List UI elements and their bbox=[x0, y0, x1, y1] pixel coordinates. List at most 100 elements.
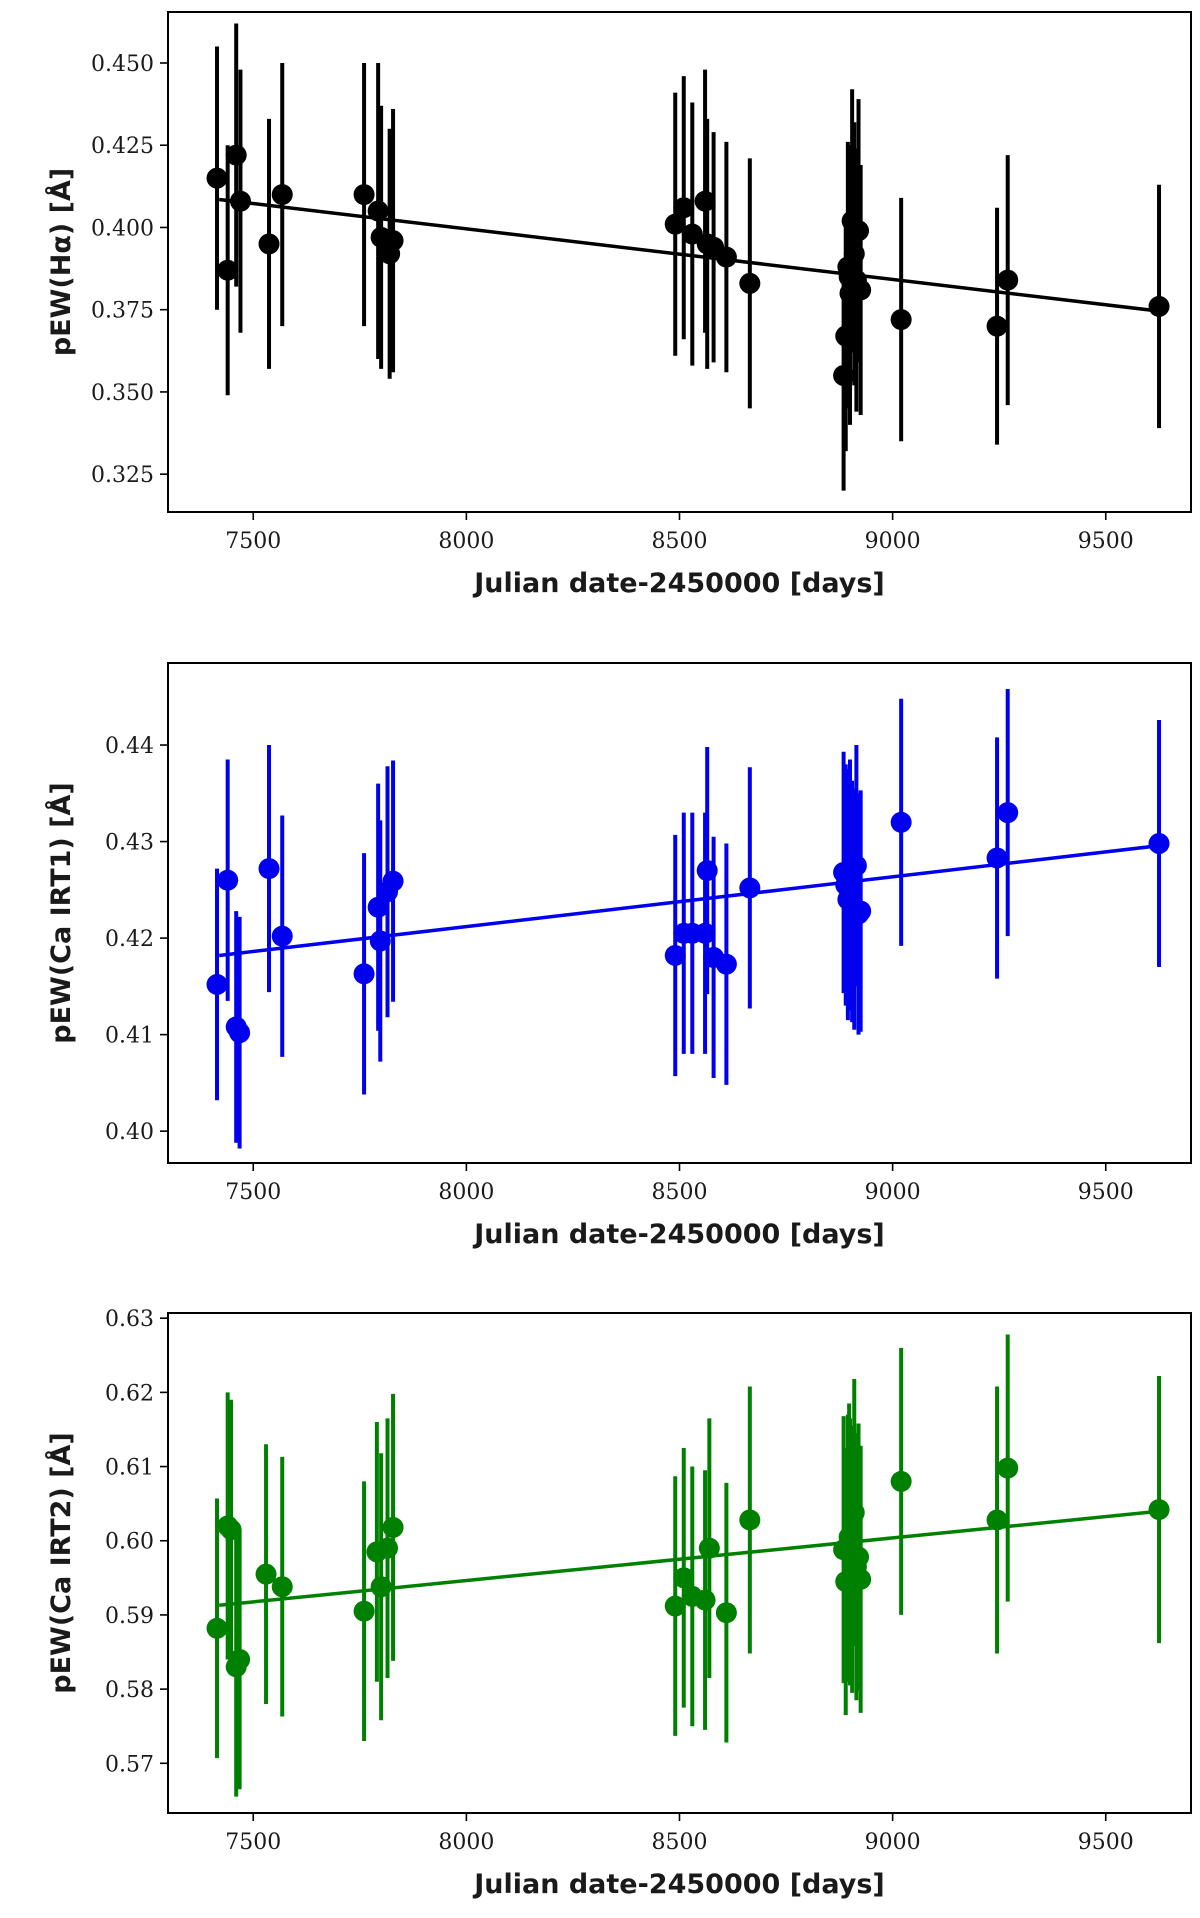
data-point bbox=[835, 325, 857, 347]
y-tick-label: 0.325 bbox=[91, 463, 154, 488]
data-point bbox=[890, 811, 912, 833]
x-tick-label: 9000 bbox=[865, 529, 921, 554]
data-point bbox=[696, 860, 718, 882]
data-point bbox=[739, 272, 761, 294]
x-tick-label: 9500 bbox=[1078, 1180, 1134, 1205]
data-point bbox=[367, 200, 389, 222]
data-point bbox=[739, 1509, 761, 1531]
data-point bbox=[986, 1509, 1008, 1531]
data-point bbox=[217, 869, 239, 891]
data-point bbox=[838, 1526, 860, 1548]
x-axis-label: Julian date-2450000 [days] bbox=[472, 568, 885, 599]
data-point bbox=[997, 269, 1019, 291]
y-tick-label: 0.59 bbox=[105, 1604, 154, 1629]
data-point bbox=[890, 1470, 912, 1492]
y-tick-label: 0.43 bbox=[105, 831, 154, 856]
y-axis-label: pEW(Ca IRT2) [Å] bbox=[45, 1432, 77, 1693]
plot-frame bbox=[167, 662, 1192, 1164]
data-point bbox=[694, 922, 716, 944]
data-point bbox=[833, 364, 855, 386]
data-point bbox=[206, 1617, 228, 1639]
y-tick-label: 0.63 bbox=[105, 1307, 154, 1332]
y-tick-label: 0.58 bbox=[105, 1678, 154, 1703]
data-point bbox=[715, 1602, 737, 1624]
x-tick-label: 8000 bbox=[438, 1180, 494, 1205]
data-point bbox=[845, 855, 867, 877]
data-point bbox=[206, 167, 228, 189]
data-point bbox=[1148, 1499, 1170, 1521]
x-tick-label: 9000 bbox=[865, 1830, 921, 1855]
data-point bbox=[673, 1567, 695, 1589]
data-point bbox=[843, 1502, 865, 1524]
data-point bbox=[739, 877, 761, 899]
y-tick-label: 0.57 bbox=[105, 1752, 154, 1777]
data-point bbox=[229, 1022, 251, 1044]
data-point bbox=[997, 802, 1019, 824]
data-point bbox=[369, 930, 391, 952]
data-point bbox=[382, 1516, 404, 1538]
y-tick-label: 0.350 bbox=[91, 381, 154, 406]
x-axis-label: Julian date-2450000 [days] bbox=[472, 1219, 885, 1250]
data-point bbox=[258, 858, 280, 880]
y-axis-label: pEW(Ca IRT1) [Å] bbox=[45, 782, 77, 1043]
y-axis-label: pEW(Hα) [Å] bbox=[45, 168, 77, 356]
y-tick-label: 0.400 bbox=[91, 216, 154, 241]
data-point bbox=[890, 309, 912, 331]
data-point bbox=[353, 963, 375, 985]
data-point bbox=[664, 944, 686, 966]
data-point bbox=[220, 1519, 242, 1541]
data-point bbox=[258, 233, 280, 255]
data-point bbox=[681, 223, 703, 245]
data-point bbox=[382, 870, 404, 892]
chart-panel-3: 7500 8000 8500 9000 9500 0.57 0.58 0.59 0.60 0.61… bbox=[45, 1307, 1192, 1900]
data-point bbox=[255, 1563, 277, 1585]
y-tick-label: 0.425 bbox=[91, 134, 154, 159]
data-point bbox=[225, 144, 247, 166]
data-point bbox=[986, 847, 1008, 869]
y-tick-label: 0.450 bbox=[91, 52, 154, 77]
x-tick-label: 8500 bbox=[652, 529, 708, 554]
x-tick-label: 7500 bbox=[225, 1830, 281, 1855]
y-tick-label: 0.60 bbox=[105, 1530, 154, 1555]
x-tick-label: 8500 bbox=[652, 1830, 708, 1855]
y-tick-label: 0.42 bbox=[105, 927, 154, 952]
data-point bbox=[694, 1589, 716, 1611]
plot-frame bbox=[167, 1312, 1192, 1814]
y-tick-label: 0.61 bbox=[105, 1456, 154, 1481]
data-point bbox=[271, 925, 293, 947]
data-point bbox=[986, 315, 1008, 337]
chart-panel-2: 7500 8000 8500 9000 9500 0.40 0.41 0.42 0.43 0.44… bbox=[45, 662, 1192, 1250]
data-point bbox=[377, 1537, 399, 1559]
data-point bbox=[229, 190, 251, 212]
data-point bbox=[850, 1568, 872, 1590]
x-tick-label: 8000 bbox=[438, 529, 494, 554]
chart-panel-1: 7500 8000 8500 9000 9500 0.325 0.350 0.375 0.400… bbox=[45, 11, 1192, 599]
data-point bbox=[206, 973, 228, 995]
plot-frame bbox=[167, 11, 1192, 513]
data-point bbox=[673, 197, 695, 219]
data-point bbox=[353, 184, 375, 206]
x-tick-label: 7500 bbox=[225, 1180, 281, 1205]
data-point bbox=[664, 213, 686, 235]
data-point bbox=[848, 220, 870, 242]
data-point bbox=[694, 190, 716, 212]
x-tick-label: 7500 bbox=[225, 529, 281, 554]
data-point bbox=[229, 1648, 251, 1670]
y-tick-label: 0.375 bbox=[91, 299, 154, 324]
data-point bbox=[271, 1576, 293, 1598]
data-point bbox=[382, 230, 404, 252]
data-point bbox=[850, 900, 872, 922]
data-point bbox=[1148, 295, 1170, 317]
x-tick-label: 8000 bbox=[438, 1830, 494, 1855]
data-point bbox=[843, 243, 865, 265]
x-tick-label: 9000 bbox=[865, 1180, 921, 1205]
data-point bbox=[848, 1546, 870, 1568]
x-tick-label: 9500 bbox=[1078, 529, 1134, 554]
x-axis-label: Julian date-2450000 [days] bbox=[472, 1869, 885, 1900]
data-point bbox=[271, 184, 293, 206]
data-point bbox=[1148, 833, 1170, 855]
data-point bbox=[353, 1600, 375, 1622]
data-point bbox=[217, 259, 239, 281]
x-tick-label: 8500 bbox=[652, 1180, 708, 1205]
